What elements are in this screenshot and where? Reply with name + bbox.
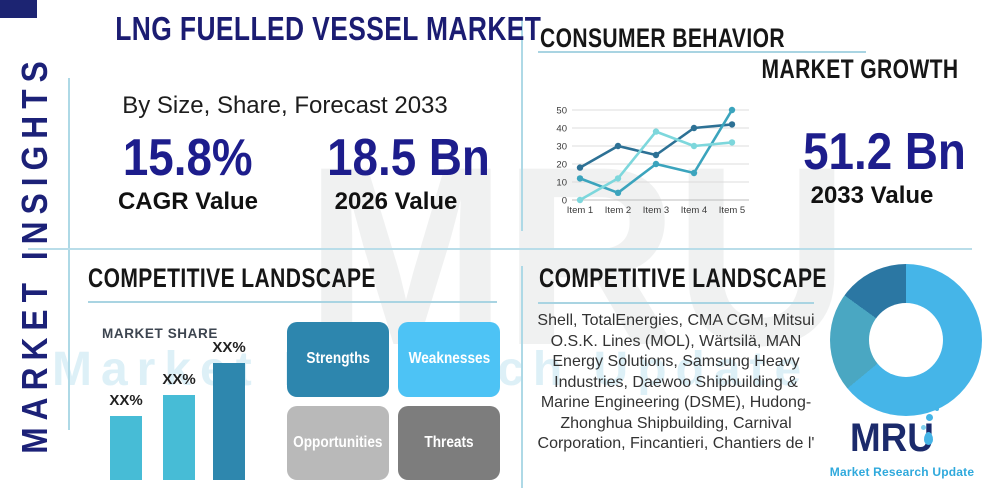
series-teal-line (578, 108, 734, 195)
series-teal-marker (728, 106, 736, 114)
stat-cagr-value: 15.8% (123, 129, 253, 187)
series-dark-blue-marker (728, 121, 736, 128)
series-dark-blue-marker (690, 124, 698, 132)
company-share-donut-chart (830, 264, 982, 416)
market-share-bar (213, 363, 245, 480)
series-teal-marker (652, 160, 660, 168)
series-light-cyan-marker (728, 139, 736, 146)
svg-text:Item 1: Item 1 (567, 205, 593, 216)
svg-text:Item 3: Item 3 (643, 205, 669, 216)
series-teal-marker (576, 175, 584, 182)
line-chart-svg: 0 10 20 30 40 50 Item 1 Item 2 Item 3 Item 4 Item … (556, 106, 749, 216)
market-share-chart-title: MARKET SHARE (102, 326, 218, 341)
section-title-competitive-landscape-left: COMPETITIVE LANDSCAPE (88, 263, 376, 293)
bar-value-label: XX% (212, 339, 246, 356)
section-title-consumer-behavior: CONSUMER BEHAVIOR (540, 23, 785, 53)
series-light-cyan-marker (690, 142, 698, 150)
logo-splash-dot-icon (921, 425, 926, 430)
company-list-text: Shell, TotalEnergies, CMA CGM, Mitsui O.… (537, 312, 815, 452)
swot-box-opportunities: Opportunities (287, 405, 389, 480)
stat-2033-value: 51.2 Bn 2033 Value (792, 123, 966, 210)
mru-logo: MRU (850, 416, 934, 460)
stat-2026-label: 2026 Value (334, 188, 458, 215)
page-subtitle: By Size, Share, Forecast 2033 (122, 92, 448, 119)
logo-tagline: Market Research Update (829, 465, 975, 479)
swot-box-weaknesses: Weaknesses (398, 322, 500, 397)
market-share-bar (163, 395, 195, 480)
logo-droplet-icon (924, 432, 933, 445)
page-title: LNG FUELLED VESSEL MARKET (115, 10, 542, 47)
section-title-competitive-landscape-right: COMPETITIVE LANDSCAPE (539, 263, 827, 293)
market-share-bar-chart: XX% XX% XX% (100, 335, 260, 480)
watermark-logo-text: MRU (305, 114, 849, 399)
series-dark-blue-marker (576, 164, 584, 171)
top-right-divider-line (521, 18, 523, 231)
swot-grid: Strengths Weaknesses Opportunities Threats (287, 322, 500, 480)
series-light-cyan-marker (576, 196, 584, 204)
svg-text:Item 4: Item 4 (681, 205, 707, 216)
sidebar-divider-line (68, 78, 70, 430)
svg-text:Item 5: Item 5 (719, 205, 745, 216)
bar-value-label: XX% (109, 392, 143, 409)
logo-splash-dot-icon (935, 407, 939, 411)
stat-cagr-label: CAGR Value (117, 188, 259, 215)
sidebar-vertical-title: MARKET INSIGHTS (14, 54, 56, 454)
horizontal-divider-line (28, 248, 972, 250)
stat-2033-number: 51.2 Bn (803, 123, 966, 181)
competitive-landscape-right-underline (538, 302, 814, 304)
swot-box-label: Threats (424, 433, 474, 451)
competitive-landscape-left-underline (88, 301, 497, 303)
section-subtitle-market-growth: MARKET GROWTH (761, 54, 958, 84)
stat-2026-value: 18.5 Bn 2026 Value (316, 129, 490, 216)
swot-box-label: Weaknesses (408, 350, 490, 368)
svg-text:Item 2: Item 2 (605, 205, 631, 216)
series-teal-marker (690, 169, 698, 177)
market-share-bar (110, 416, 142, 480)
stat-2026-number: 18.5 Bn (327, 129, 490, 187)
swot-box-label: Opportunities (293, 433, 383, 451)
svg-text:50: 50 (556, 106, 567, 117)
donut-hole (869, 303, 943, 377)
swot-box-threats: Threats (398, 405, 500, 480)
consumer-behavior-underline (538, 51, 866, 53)
svg-text:30: 30 (556, 142, 567, 153)
bar-value-label: XX% (162, 371, 196, 388)
market-growth-line-chart: 0 10 20 30 40 50 Item 1 Item 2 Item 3 Item 4 Item … (535, 101, 763, 221)
series-light-cyan-marker (614, 175, 622, 182)
svg-text:40: 40 (556, 124, 567, 135)
series-light-cyan-marker (652, 128, 660, 135)
stat-cagr: 15.8% CAGR Value (108, 132, 268, 216)
corner-accent-square (0, 0, 37, 18)
svg-text:20: 20 (556, 160, 567, 171)
bottom-right-divider-line (521, 266, 523, 488)
series-dark-blue-marker (652, 151, 660, 159)
logo-splash-dot-icon (926, 414, 933, 421)
series-teal-marker (614, 189, 622, 196)
swot-box-strengths: Strengths (287, 322, 389, 397)
stat-2033-label: 2033 Value (810, 182, 934, 209)
svg-text:10: 10 (556, 178, 567, 189)
series-dark-blue-marker (614, 142, 622, 150)
svg-text:0: 0 (562, 196, 567, 207)
swot-box-label: Strengths (306, 350, 370, 368)
